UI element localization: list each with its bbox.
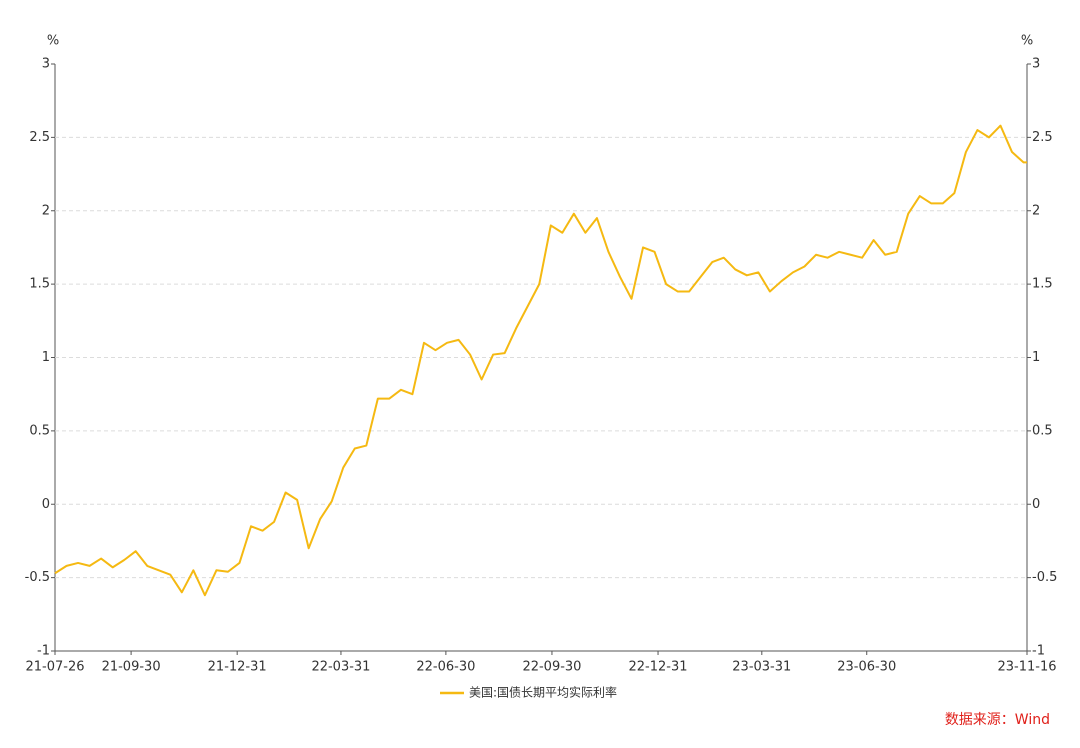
y2-tick-label: -1 (1032, 644, 1045, 659)
x-tick-label: 22-12-31 (629, 660, 688, 675)
y-tick-label: 0 (42, 497, 50, 512)
x-tick-label: 23-11-16 (997, 660, 1056, 675)
y2-tick-label: 1 (1032, 350, 1040, 365)
y-tick-label: 2.5 (29, 130, 50, 145)
x-tick-label: 22-09-30 (522, 660, 581, 675)
y2-axis-unit: % (1021, 34, 1033, 49)
y2-tick-label: 0 (1032, 497, 1040, 512)
y-tick-label: 2 (42, 203, 50, 218)
y2-tick-label: 1.5 (1032, 277, 1053, 292)
x-tick-label: 21-12-31 (208, 660, 267, 675)
x-tick-label: 22-06-30 (416, 660, 475, 675)
x-tick-label: 21-09-30 (102, 660, 161, 675)
y2-tick-label: 0.5 (1032, 423, 1053, 438)
x-tick-label: 22-03-31 (311, 660, 370, 675)
y-tick-label: 1 (42, 350, 50, 365)
y2-tick-label: 3 (1032, 57, 1040, 72)
x-tick-label: 21-07-26 (25, 660, 84, 675)
legend-label: 美国:国债长期平均实际利率 (469, 685, 617, 700)
x-tick-label: 23-06-30 (837, 660, 896, 675)
y-tick-label: -1 (37, 644, 50, 659)
series-line (54, 124, 1027, 597)
y-axis-unit: % (47, 34, 59, 49)
y-tick-label: 3 (42, 57, 50, 72)
source-note: 数据来源：Wind (945, 712, 1050, 728)
x-tick-label: 23-03-31 (732, 660, 791, 675)
y-tick-label: -0.5 (25, 570, 50, 585)
y2-tick-label: -0.5 (1032, 570, 1057, 585)
y-tick-label: 0.5 (29, 423, 50, 438)
y-tick-label: 1.5 (29, 277, 50, 292)
y2-tick-label: 2.5 (1032, 130, 1053, 145)
y2-tick-label: 2 (1032, 203, 1040, 218)
